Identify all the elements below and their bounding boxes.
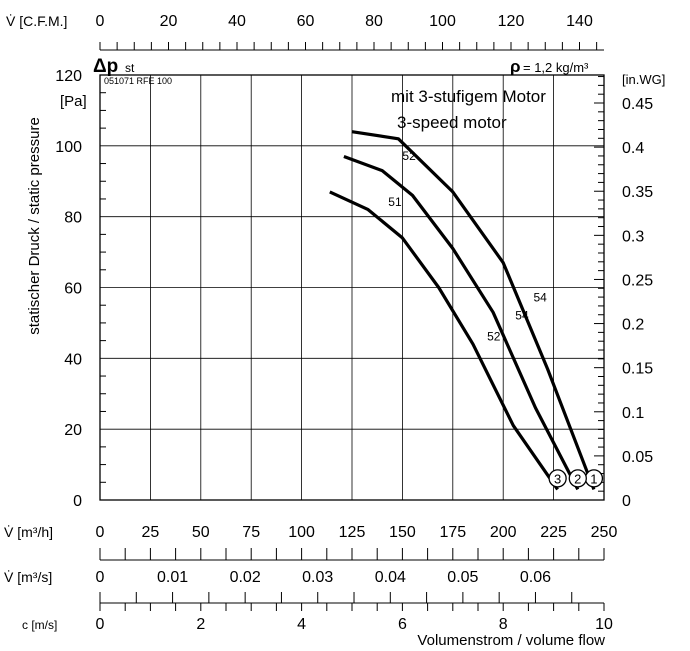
tick-label-pa: 40 xyxy=(64,351,82,368)
tick-label-velocity: 4 xyxy=(297,616,306,633)
tick-label-velocity: 0 xyxy=(96,616,105,633)
tick-label-m3s: 0.01 xyxy=(157,569,188,586)
tick-label-cfm: 100 xyxy=(429,13,456,30)
tick-label-cfm: 60 xyxy=(297,13,315,30)
tick-label-inwg: 0.15 xyxy=(622,361,653,378)
tick-label-m3h: 150 xyxy=(389,524,416,541)
x-axis-title: Volumenstrom / volume flow xyxy=(417,632,605,649)
series-layer xyxy=(329,130,596,491)
tick-label-pa: 0 xyxy=(73,493,82,510)
tick-label-inwg: 0.35 xyxy=(622,184,653,201)
tick-label-cfm: 20 xyxy=(160,13,178,30)
curve-labels: 52 51 54 54 52 xyxy=(388,149,547,344)
pressure-axis-inwg: 0 0.05 0.1 0.15 0.2 0.25 0.3 0.35 0.4 0.45 xyxy=(594,76,653,510)
tick-label-inwg: 0.25 xyxy=(622,272,653,289)
tick-label-m3s: 0.04 xyxy=(375,569,406,586)
tick-label-m3h: 125 xyxy=(339,524,366,541)
flow-axis-m3h: 0 25 50 75 100 125 150 175 200 225 250 xyxy=(96,524,618,561)
tick-label-pa: 100 xyxy=(55,139,82,156)
curve-label: 54 xyxy=(515,308,529,322)
tick-label-m3h: 100 xyxy=(288,524,315,541)
series-line-2 xyxy=(343,154,580,491)
tick-label-inwg: 0.2 xyxy=(622,317,644,334)
tick-label-inwg: 0.4 xyxy=(622,140,644,157)
plot-frame xyxy=(99,74,605,501)
dp-symbol: Δp xyxy=(93,56,118,77)
tick-label-inwg: 0 xyxy=(622,493,631,510)
tick-label-m3h: 25 xyxy=(142,524,160,541)
tick-label-velocity: 8 xyxy=(499,616,508,633)
cfm-axis: 0 20 40 60 80 100 120 140 xyxy=(96,13,604,51)
tick-label-m3s: 0 xyxy=(96,569,105,586)
velocity-axis: 0 2 4 6 8 10 xyxy=(96,603,613,633)
pressure-axis-pa: 0 20 40 60 80 100 120 xyxy=(55,68,106,510)
tick-label-cfm: 120 xyxy=(498,13,525,30)
velocity-axis-label: c [m/s] xyxy=(22,618,57,632)
curve-label: 54 xyxy=(533,291,547,305)
rho-symbol: ρ xyxy=(510,57,521,76)
tick-label-cfm: 80 xyxy=(365,13,383,30)
series-marker-label: 2 xyxy=(574,471,581,486)
tick-label-m3h: 50 xyxy=(192,524,210,541)
y-axis-title: statischer Druck / static pressure xyxy=(26,117,43,335)
tick-label-m3h: 250 xyxy=(591,524,618,541)
curve-label: 52 xyxy=(487,330,501,344)
tick-label-inwg: 0.1 xyxy=(622,405,644,422)
curve-label: 52 xyxy=(402,149,416,163)
series-markers: 123 xyxy=(548,469,604,488)
tick-label-cfm: 40 xyxy=(228,13,246,30)
grid xyxy=(100,75,604,500)
chart-title-de: mit 3-stufigem Motor xyxy=(391,87,546,106)
tick-label-inwg: 0.45 xyxy=(622,96,653,113)
tick-label-velocity: 6 xyxy=(398,616,407,633)
inwg-unit-label: [in.WG] xyxy=(622,72,665,87)
tick-label-m3h: 0 xyxy=(96,524,105,541)
tick-label-cfm: 0 xyxy=(96,13,105,30)
series-line-1 xyxy=(351,130,596,490)
tick-label-m3s: 0.05 xyxy=(447,569,478,586)
tick-label-m3h: 75 xyxy=(242,524,260,541)
series-marker-3 xyxy=(548,469,567,488)
tick-label-m3h: 200 xyxy=(490,524,517,541)
flow-axis-m3s: 0 0.01 0.02 0.03 0.04 0.05 0.06 xyxy=(96,569,604,604)
tick-label-m3s: 0.02 xyxy=(230,569,261,586)
tick-label-cfm: 140 xyxy=(566,13,593,30)
tick-label-m3h: 225 xyxy=(540,524,567,541)
pa-unit-label: [Pa] xyxy=(60,93,87,110)
tick-label-pa: 120 xyxy=(55,68,82,85)
tick-label-velocity: 10 xyxy=(595,616,613,633)
m3h-axis-label: V̇ [m³/h] xyxy=(4,524,53,540)
series-marker-2 xyxy=(568,469,587,488)
tick-label-inwg: 0.3 xyxy=(622,228,644,245)
series-marker-label: 3 xyxy=(554,471,561,486)
dp-subscript: st xyxy=(125,61,135,75)
tick-label-m3h: 175 xyxy=(439,524,466,541)
chart-code: 051071 RFE 100 xyxy=(104,76,172,86)
series-marker-label: 1 xyxy=(590,471,597,486)
tick-label-pa: 20 xyxy=(64,422,82,439)
tick-label-pa: 80 xyxy=(64,210,82,227)
curve-label: 51 xyxy=(388,195,402,209)
cfm-axis-label: V̇ [C.F.M.] xyxy=(6,13,67,29)
chart-title-en: 3-speed motor xyxy=(397,113,507,132)
tick-label-velocity: 2 xyxy=(196,616,205,633)
tick-label-m3s: 0.06 xyxy=(520,569,551,586)
series-line-3 xyxy=(329,190,559,491)
m3s-axis-label: V̇ [m³/s] xyxy=(4,569,52,585)
tick-label-inwg: 0.05 xyxy=(622,449,653,466)
tick-label-pa: 60 xyxy=(64,281,82,298)
rho-value: = 1,2 kg/m³ xyxy=(523,60,589,75)
tick-label-m3s: 0.03 xyxy=(302,569,333,586)
